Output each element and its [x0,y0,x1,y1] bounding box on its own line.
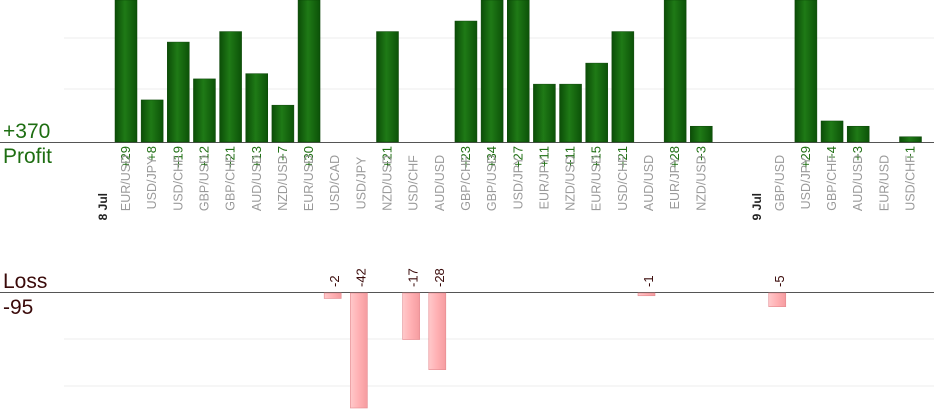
profit-value-label: +23 [458,146,473,168]
profit-value-label: +4 [824,146,839,161]
profit-bar [663,0,687,143]
profit-bar [899,136,922,143]
pair-label: GBP/USD [197,155,211,211]
date-labels: 8 Jul 9 Jul [96,193,764,220]
pair-label: NZD/USD [276,155,290,211]
pair-label: EUR/USD [119,155,133,211]
pair-label: AUD/USD [433,155,447,211]
pair-label: GBP/CHF [224,155,238,211]
pair-label: USD/JPY [354,156,368,209]
profit-value-label: +29 [798,146,813,168]
profit-value-label: +29 [118,146,133,168]
loss-bar [428,292,447,370]
pair-label: NZD/USD [564,155,578,211]
profit-bars [114,0,922,143]
profit-bar [820,120,844,143]
pair-label: USD/JPY [145,156,159,209]
profit-value-label: +3 [693,146,708,161]
profit-value-label: +21 [615,146,630,168]
pair-label: EUR/USD [302,155,316,211]
profit-value-label: +21 [223,146,238,168]
pair-label: EUR/JPY [537,156,551,209]
pair-labels: EUR/USD USD/JPY USD/CHF GBP/USD GBP/CHF AUD/U… [119,155,918,211]
pair-label: EUR/USD [590,155,604,211]
profit-bar [193,78,216,143]
profit-value-label: +7 [275,146,290,161]
loss-value-label: -17 [406,268,421,287]
profit-bar [271,104,295,143]
profit-value-label: +13 [249,146,264,168]
pair-label: GBP/CHF [459,155,473,211]
date-label: 8 Jul [96,193,110,220]
profit-value-label: +12 [196,146,211,168]
profit-bar [794,0,818,143]
profit-value-label: +11 [536,146,551,167]
loss-value-label: -2 [327,275,342,287]
profit-bar [114,0,138,143]
profit-bar [480,0,504,143]
pair-label: AUD/USD [851,155,865,211]
loss-bar [350,292,368,409]
loss-total: -95 [3,296,34,319]
profit-bar [846,125,870,143]
pair-label: USD/CHF [171,155,185,211]
pair-label: USD/CAD [328,155,342,211]
pair-label: USD/JPY [799,156,813,209]
profit-bar [245,73,268,143]
profit-bar [507,0,530,143]
profit-value-label: +21 [380,146,395,168]
loss-value-labels: -2 -42 -17 -28 -1 -5 [327,268,787,287]
profit-bar [219,31,242,143]
profit-value-label: +15 [589,146,604,168]
profit-bar [297,0,321,143]
profit-bar [167,41,190,143]
profit-value-labels: +29 +8 +19 +12 +21 +13 +7 +30 +21 +23 +34 +27 +11 +11… [118,146,918,168]
profit-value-label: +27 [510,146,525,168]
pair-label: EUR/USD [877,155,891,211]
loss-value-label: -5 [772,275,787,287]
loss-bar [768,292,787,307]
profit-label: Profit [3,145,53,168]
profit-value-label: +30 [301,146,316,168]
loss-bars [323,292,787,409]
profit-value-label: +3 [850,146,865,161]
loss-label: Loss [3,270,48,293]
loss-bar [637,292,656,297]
profit-bar [376,31,399,143]
profit-value-label: +8 [144,146,159,161]
profit-bar [140,99,164,143]
pair-label: USD/CHF [407,155,421,211]
loss-value-label: -1 [641,275,656,287]
pair-label: GBP/CHF [825,155,839,211]
profit-value-label: +19 [170,146,185,168]
pair-label: AUD/USD [250,155,264,211]
pair-label: NZD/USD [381,155,395,211]
pair-label: AUD/USD [642,155,656,211]
profit-bar [559,83,582,143]
profit-value-label: +1 [903,146,918,161]
pair-label: GBP/USD [773,155,787,211]
loss-value-label: -42 [353,268,368,287]
profit-value-label: +11 [563,146,578,167]
loss-bar [323,292,342,299]
profit-bar [533,83,556,143]
loss-bar [402,292,420,340]
pair-label: GBP/USD [485,155,499,211]
profit-total: +370 [3,120,51,143]
profit-bar [611,31,635,143]
pair-label: USD/CHF [904,155,918,211]
loss-value-label: -28 [432,268,447,287]
profit-bar [690,125,713,143]
profit-value-label: +28 [667,146,682,168]
pair-label: EUR/JPY [668,156,682,209]
pair-label: NZD/USD [694,155,708,211]
profit-value-label: +34 [484,146,499,168]
date-label: 9 Jul [750,193,764,220]
profit-bar [454,20,478,143]
pair-label: USD/JPY [511,156,525,209]
profit-bar [585,62,608,143]
pair-label: USD/CHF [616,155,630,211]
